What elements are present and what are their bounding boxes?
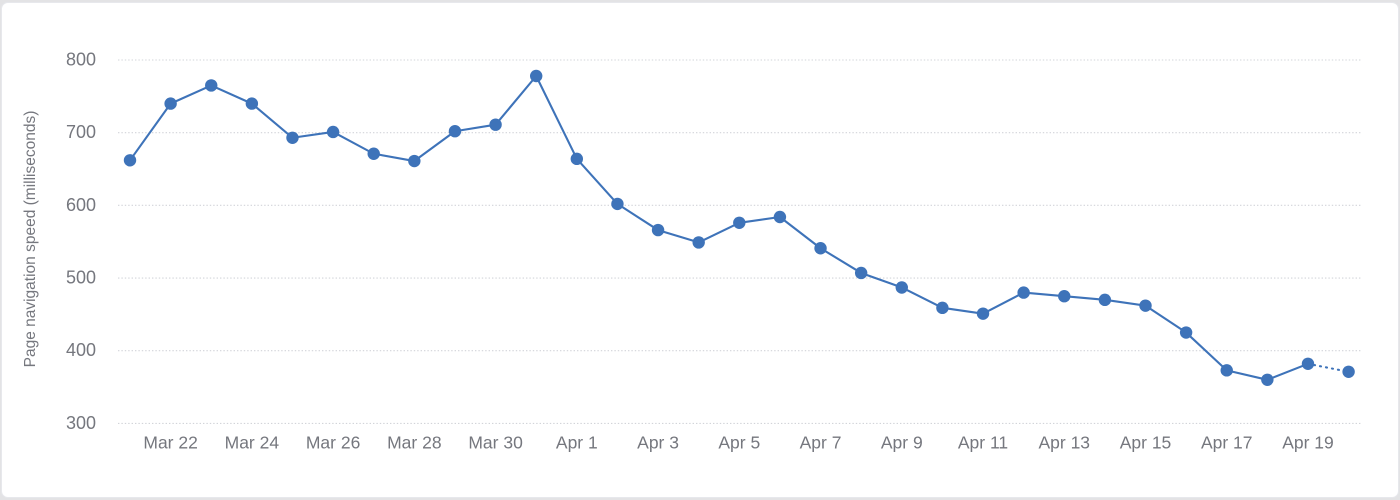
svg-text:400: 400 xyxy=(66,340,96,360)
svg-text:Apr 19: Apr 19 xyxy=(1282,432,1334,452)
svg-text:Apr 7: Apr 7 xyxy=(800,432,842,452)
svg-text:800: 800 xyxy=(66,50,96,70)
svg-text:Mar 22: Mar 22 xyxy=(143,432,197,452)
svg-text:Apr 9: Apr 9 xyxy=(881,432,923,452)
svg-text:300: 300 xyxy=(66,413,96,433)
svg-text:Mar 26: Mar 26 xyxy=(306,432,360,452)
svg-text:600: 600 xyxy=(66,195,96,215)
svg-text:Apr 3: Apr 3 xyxy=(637,432,679,452)
svg-text:Apr 17: Apr 17 xyxy=(1201,432,1253,452)
svg-text:Mar 28: Mar 28 xyxy=(387,432,441,452)
svg-text:Apr 15: Apr 15 xyxy=(1120,432,1172,452)
svg-text:Mar 24: Mar 24 xyxy=(225,432,280,452)
svg-text:Apr 13: Apr 13 xyxy=(1038,432,1090,452)
svg-text:Apr 1: Apr 1 xyxy=(556,432,598,452)
svg-text:500: 500 xyxy=(66,268,96,288)
svg-text:Apr 5: Apr 5 xyxy=(718,432,760,452)
svg-text:700: 700 xyxy=(66,122,96,142)
svg-text:Mar 30: Mar 30 xyxy=(468,432,523,452)
svg-text:Apr 11: Apr 11 xyxy=(958,432,1008,452)
